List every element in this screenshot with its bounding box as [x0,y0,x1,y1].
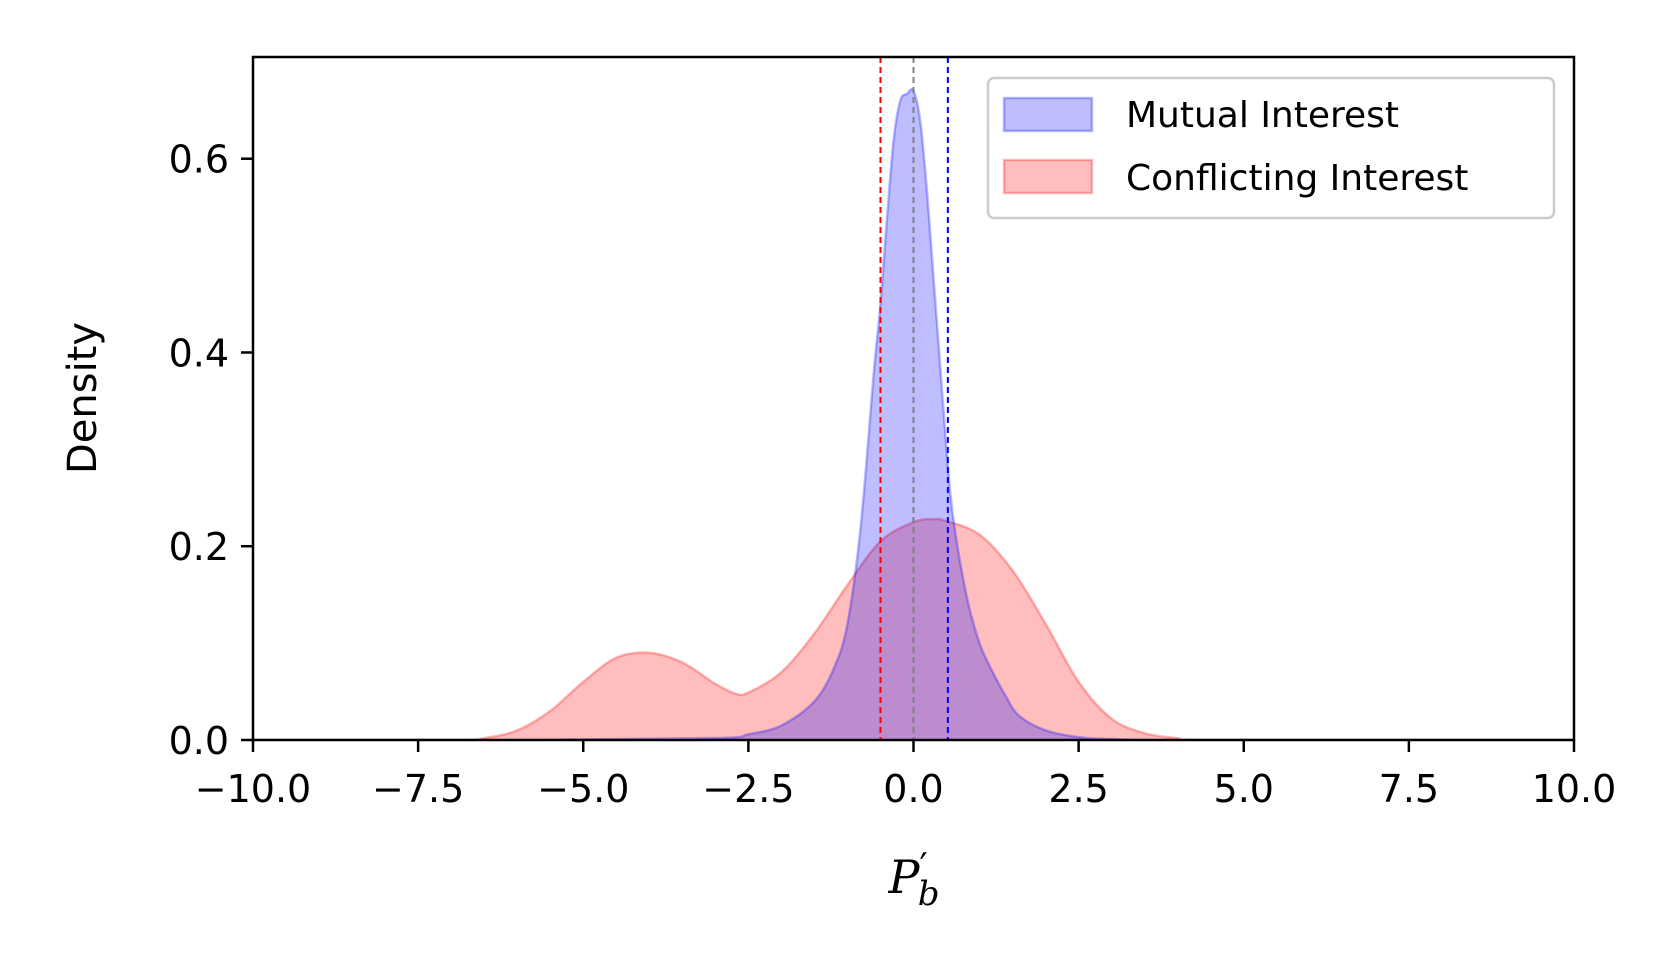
x-axis-label-prime: ′ [920,847,928,888]
y-tick-label: 0.6 [169,138,229,182]
x-tick-label: −2.5 [702,767,794,811]
x-axis-label: P′ b [888,847,940,914]
series-line-conflicting-interest [253,517,1574,740]
x-tick-label: 2.5 [1048,767,1108,811]
legend-swatch-conflicting-interest [1002,158,1094,195]
legend-swatch-mutual-interest [1002,96,1094,133]
x-tick-label: 7.5 [1379,767,1439,811]
y-tick-label: 0.2 [169,525,229,569]
legend: Mutual Interest Conflicting Interest [986,76,1556,220]
x-tick-label: 5.0 [1214,767,1274,811]
x-axis-label-sub: b [918,874,940,914]
y-tick-label: 0.4 [169,331,229,375]
y-axis-label: Density [60,322,106,474]
x-axis-ticks: −10.0 −7.5 −5.0 −2.5 0.0 2.5 5.0 7.5 10.0 [195,740,1617,811]
y-axis-ticks: 0.0 0.2 0.4 0.6 [169,138,253,763]
legend-box [986,76,1556,220]
x-tick-label: −10.0 [195,767,311,811]
y-tick-label: 0.0 [169,719,229,763]
legend-label-conflicting-interest: Conflicting Interest [1126,158,1468,199]
x-tick-label: 0.0 [883,767,943,811]
series-line-mutual-interest [253,88,1574,740]
series-area-mutual-interest [253,89,1574,740]
legend-label-mutual-interest: Mutual Interest [1126,95,1399,136]
x-axis-label-base: P [888,850,921,904]
x-tick-label: −7.5 [372,767,464,811]
plot-area [253,57,1574,740]
x-tick-label: −5.0 [537,767,629,811]
x-tick-label: 10.0 [1532,767,1617,811]
